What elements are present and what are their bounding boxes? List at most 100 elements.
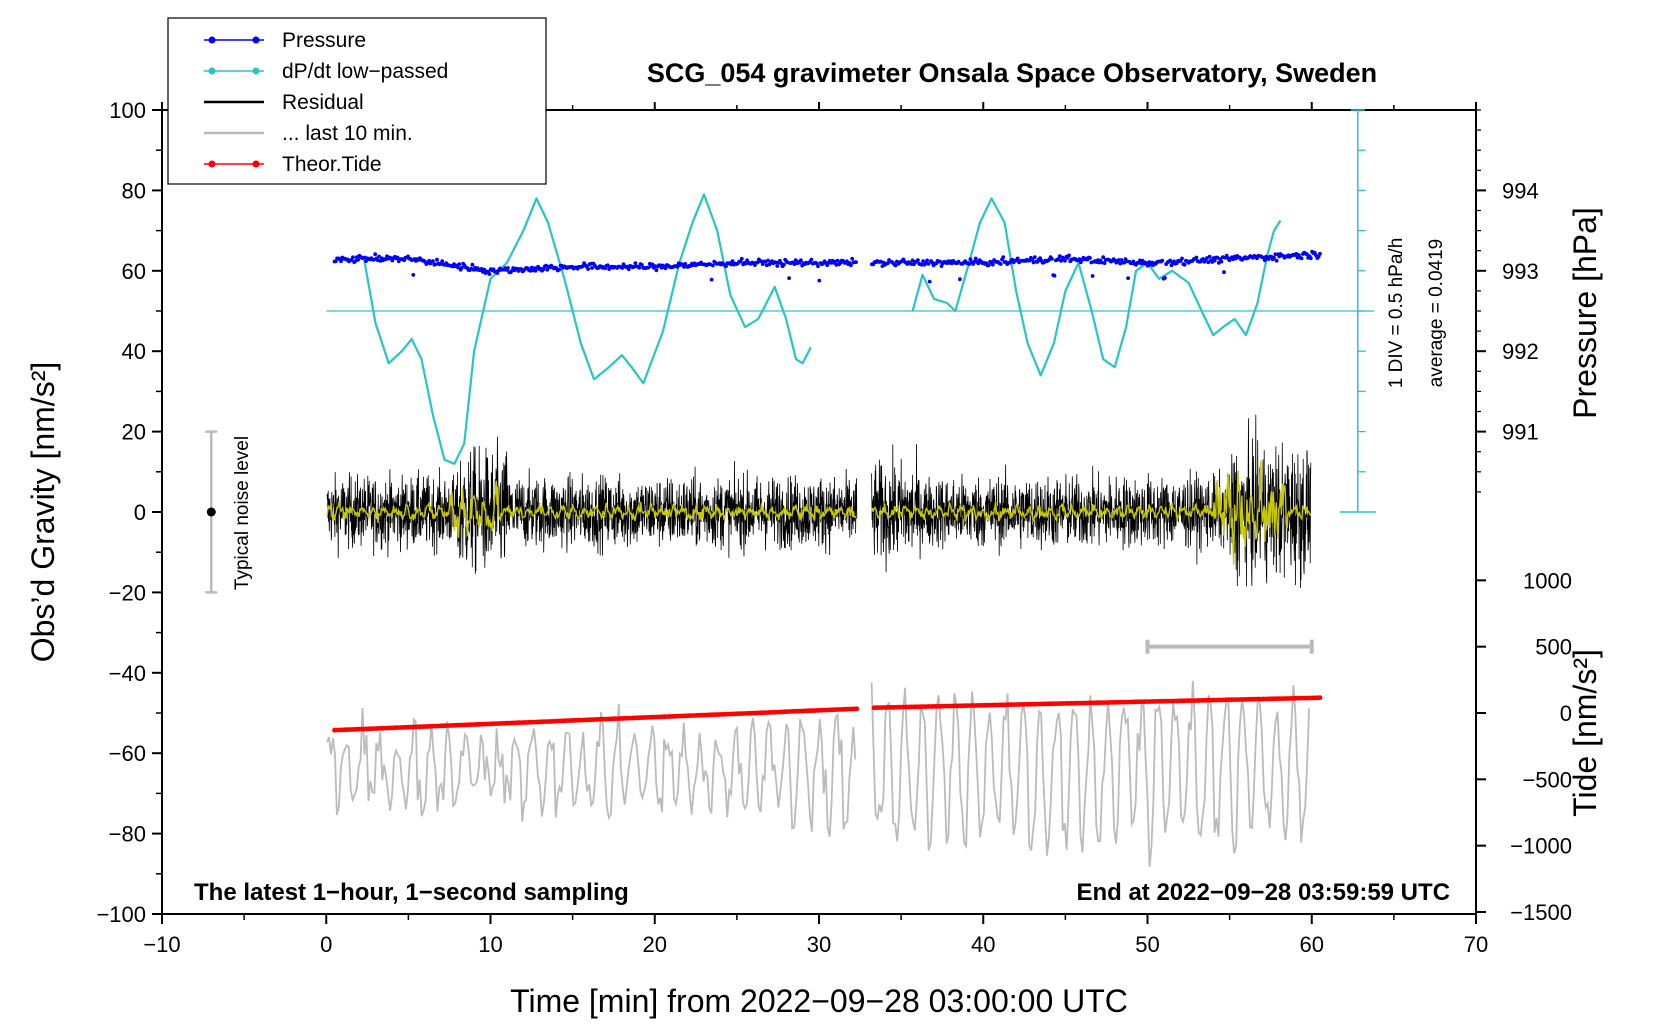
pressure-point	[835, 258, 840, 263]
pressure-point	[545, 267, 550, 272]
pressure-point	[377, 254, 381, 259]
x-tick-label: 0	[320, 932, 332, 957]
y-axis-title-left: Obs’d Gravity [nm/s²]	[25, 362, 61, 663]
pressure-point	[557, 267, 562, 272]
pressure-point	[633, 261, 638, 266]
pressure-point	[1032, 255, 1037, 260]
pressure-point	[1088, 256, 1092, 260]
legend-swatch-dot	[252, 160, 260, 168]
pressure-point	[487, 272, 492, 276]
y-tick-label: −100	[96, 902, 146, 927]
pressure-point	[456, 265, 460, 270]
sampling-note: The latest 1−hour, 1−second sampling	[194, 879, 629, 906]
pressure-point	[973, 256, 978, 261]
pressure-point	[356, 257, 360, 262]
pressure-point	[640, 263, 644, 267]
residual-line	[871, 414, 1312, 588]
pressure-point	[711, 263, 715, 268]
pressure-point	[1102, 261, 1107, 265]
y-tick-label: 60	[122, 259, 146, 284]
pressure-point	[1163, 276, 1167, 280]
pressure-point	[998, 262, 1003, 266]
pressure-point	[1126, 276, 1130, 280]
pressure-point	[849, 263, 853, 268]
end-time-note: End at 2022−09−28 03:59:59 UTC	[1076, 879, 1450, 906]
y-tick-label: 80	[122, 178, 146, 203]
pressure-tick-label: 992	[1502, 339, 1539, 364]
pressure-point	[739, 256, 744, 261]
pressure-point	[1059, 259, 1063, 263]
axes-layer: −10 0 10 20 30 40 50 60 70−100−80−60−40−20020406…	[96, 98, 1572, 957]
pressure-point	[986, 263, 991, 268]
pressure-point	[809, 257, 814, 262]
legend-swatch-dot	[252, 67, 260, 75]
tide-tick-label: −1000	[1510, 834, 1572, 859]
pressure-point	[816, 264, 820, 269]
dpdt-line	[911, 197, 1282, 377]
legend-label: ... last 10 min.	[282, 122, 413, 145]
pressure-point	[925, 258, 929, 263]
legend-label: Theor.Tide	[282, 153, 382, 176]
pressure-point	[411, 273, 416, 277]
pressure-tick-label: 994	[1502, 178, 1539, 203]
pressure-point	[956, 259, 961, 264]
y-tick-label: −40	[109, 661, 146, 686]
tide-tick-label: −1500	[1510, 900, 1572, 925]
pressure-point	[1067, 253, 1071, 258]
pressure-point	[1168, 258, 1173, 263]
pressure-point	[1206, 260, 1211, 265]
pressure-point	[793, 258, 798, 262]
tide-point	[854, 706, 860, 712]
y-tick-label: −80	[109, 822, 146, 847]
legend-swatch-dot	[208, 36, 216, 44]
pressure-point	[782, 262, 786, 267]
legend-swatch-dot	[208, 160, 216, 168]
pressure-point	[1182, 262, 1187, 267]
pressure-point	[351, 255, 355, 260]
chart-title: SCG_054 gravimeter Onsala Space Observat…	[647, 58, 1377, 88]
legend-swatch-dot	[252, 36, 260, 44]
pressure-point	[766, 258, 770, 263]
pressure-point	[1219, 259, 1224, 264]
pressure-point	[460, 265, 464, 270]
pressure-point	[921, 259, 925, 263]
series-layer	[205, 109, 1376, 867]
pressure-point	[1015, 256, 1020, 261]
pressure-point	[724, 264, 728, 269]
x-tick-label: 30	[807, 932, 831, 957]
pressure-point	[1304, 252, 1309, 257]
pressure-point	[333, 259, 338, 264]
noise-level-label: Typical noise level	[232, 436, 253, 590]
y-tick-label: −60	[109, 741, 146, 766]
pressure-point	[1207, 254, 1212, 259]
x-tick-label: 60	[1300, 932, 1324, 957]
pressure-point	[927, 279, 932, 284]
y-axis-title-tide: Tide [nm/s²]	[1567, 649, 1603, 817]
pressure-point	[626, 267, 631, 272]
y-tick-label: −20	[109, 580, 146, 605]
pressure-point	[1050, 256, 1054, 261]
y-axis-title-pressure: Pressure [hPa]	[1567, 207, 1603, 419]
pressure-point	[919, 262, 924, 267]
pressure-point	[457, 262, 462, 266]
pressure-point	[590, 266, 594, 270]
average-label: average = 0.0419	[1426, 239, 1447, 387]
x-tick-label: 50	[1135, 932, 1159, 957]
tide-point	[1317, 695, 1323, 701]
legend-label: Pressure	[282, 29, 366, 52]
legend-box	[167, 17, 547, 185]
pressure-point	[339, 259, 343, 264]
pressure-point	[373, 252, 378, 257]
tide-tick-label: −500	[1522, 767, 1572, 792]
last10-line	[326, 703, 857, 837]
pressure-point	[709, 277, 714, 282]
residual-smooth-line	[870, 460, 1312, 565]
tide-tick-label: 0	[1560, 701, 1572, 726]
div-label: 1 DIV = 0.5 hPa/h	[1386, 238, 1407, 389]
x-tick-label: 40	[971, 932, 995, 957]
pressure-point	[1272, 255, 1276, 260]
pressure-point	[1318, 251, 1322, 256]
pressure-point	[850, 256, 855, 261]
